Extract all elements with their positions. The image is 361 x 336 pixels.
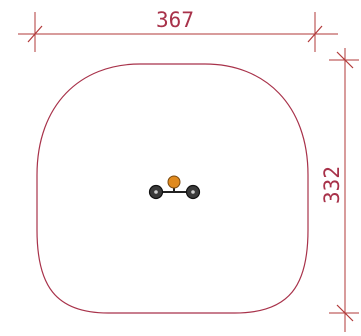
room-outline — [36, 63, 309, 314]
fixture-node-right-dot — [191, 190, 195, 194]
width-tick-right — [307, 25, 323, 43]
height-tick-bottom — [336, 304, 354, 322]
height-dimension-label: 332 — [320, 166, 344, 204]
width-tick-left — [27, 25, 43, 43]
fixture-node-left-dot — [154, 190, 158, 194]
height-dimension: 332 — [320, 48, 359, 332]
width-dimension-label: 367 — [156, 8, 194, 32]
fixture-symbol[interactable] — [148, 175, 201, 200]
fixture-head-icon — [167, 175, 181, 189]
width-dimension: 367 — [18, 8, 338, 52]
height-tick-top — [336, 51, 354, 69]
